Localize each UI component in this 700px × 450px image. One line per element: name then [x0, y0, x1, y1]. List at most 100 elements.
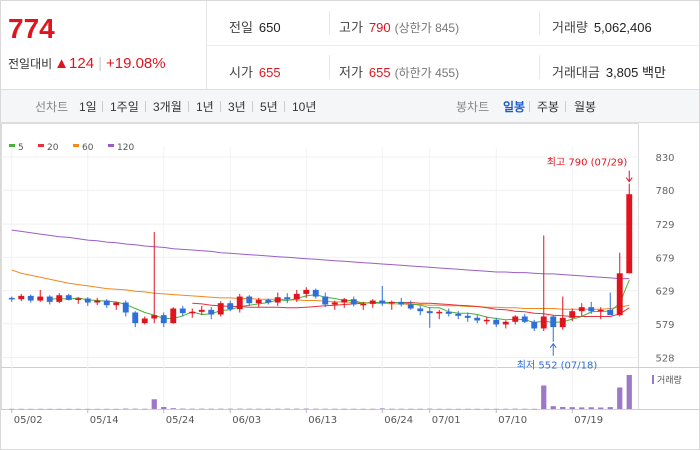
volume-bar — [199, 408, 205, 410]
volume-bar — [598, 407, 604, 409]
volume-bar — [474, 408, 480, 410]
price-change: 전일대비 ▲124 | +19.08% — [8, 55, 166, 72]
period-toolbar: 선차트 1일 1주일 3개월 1년 3년 5년 10년 봉차트 일봉 주봉 월봉 — [1, 90, 699, 123]
candle-body — [464, 315, 471, 318]
divider — [252, 101, 253, 112]
low-annotation: 최저 552 (07/18) — [517, 360, 598, 372]
grid — [1, 123, 699, 410]
volume-bar — [56, 408, 62, 410]
divider: | — [98, 55, 102, 72]
volume-bar — [408, 408, 414, 410]
volume-bar — [560, 406, 566, 409]
legend-swatch — [73, 144, 79, 147]
volume-bar — [351, 408, 357, 410]
volume-bar — [398, 408, 404, 410]
period-1w[interactable]: 1주일 — [110, 100, 139, 114]
candle-body — [483, 319, 490, 322]
candle-body — [322, 296, 329, 305]
candle-body — [255, 299, 262, 304]
candle-body — [160, 315, 167, 324]
divider — [529, 101, 530, 112]
tab-daily[interactable]: 일봉 — [503, 100, 526, 114]
divider — [284, 101, 285, 112]
candle-body — [236, 296, 243, 310]
candle-body — [141, 318, 148, 324]
volume-legend-swatch — [652, 375, 654, 384]
y-tick-label: 830 — [655, 153, 674, 164]
volume-bar — [151, 399, 157, 409]
quote-header: 774 전일대비 ▲124 | +19.08% 전일 650 시가 655 고가 790 (상… — [1, 1, 699, 90]
candle-body — [616, 273, 623, 316]
candle-body — [27, 295, 34, 301]
divider — [539, 11, 540, 35]
volume-bar — [360, 408, 366, 410]
volume-bar — [189, 408, 195, 410]
volume-bar — [484, 408, 490, 410]
volume-bar — [28, 408, 34, 410]
candle-body — [113, 302, 120, 306]
period-1y[interactable]: 1년 — [196, 100, 214, 114]
volume-bar — [579, 407, 585, 409]
candle-chart-label: 봉차트 — [456, 100, 490, 114]
volume-bar — [379, 408, 385, 409]
x-tick-label: 05/02 — [14, 415, 43, 426]
tab-weekly[interactable]: 주봉 — [537, 100, 560, 114]
candle-body — [284, 297, 291, 300]
period-3m[interactable]: 3개월 — [153, 100, 182, 114]
period-3y[interactable]: 3년 — [228, 100, 246, 114]
legend-swatch — [108, 144, 114, 147]
candle-body — [512, 316, 519, 322]
y-tick-label: 729 — [655, 220, 674, 231]
x-tick-label: 05/24 — [166, 415, 195, 426]
low-price: 저가 655 (하한가 455) — [339, 65, 460, 80]
candle-body — [626, 194, 633, 274]
volume-bar — [123, 408, 129, 410]
candle-body — [360, 303, 367, 306]
candle-body — [227, 303, 234, 310]
candle-body — [198, 309, 205, 312]
x-tick-label: 07/19 — [574, 415, 603, 426]
y-tick-label: 679 — [655, 253, 674, 264]
volume-bar — [170, 408, 176, 409]
open-price: 시가 655 — [229, 65, 281, 80]
up-arrow-icon: ▲ — [54, 55, 70, 72]
candle-body — [388, 301, 395, 304]
volume-bar — [522, 408, 528, 410]
candle-body — [217, 303, 224, 315]
candle-body — [122, 302, 129, 313]
y-tick-label: 579 — [655, 320, 674, 331]
volume-bar — [142, 408, 148, 410]
divider — [329, 55, 330, 79]
line-chart-label: 선차트 — [35, 100, 69, 114]
volume-bar — [66, 408, 72, 410]
candle-body — [56, 295, 63, 302]
trade-amount: 거래대금 3,805 백만 — [552, 65, 666, 80]
change-value: 124 — [69, 55, 95, 72]
candle-body — [398, 301, 405, 305]
period-1d[interactable]: 1일 — [79, 100, 97, 114]
candle-body — [597, 309, 604, 312]
period-5y[interactable]: 5년 — [260, 100, 278, 114]
candle-body — [569, 311, 576, 318]
candle-body — [369, 300, 376, 304]
period-10y[interactable]: 10년 — [292, 100, 317, 114]
candle-body — [331, 302, 338, 305]
legend-label: 5 — [18, 143, 24, 153]
volume-bar — [455, 408, 461, 410]
volume-bar — [113, 408, 119, 410]
volume-bar — [104, 408, 110, 410]
tab-monthly[interactable]: 월봉 — [574, 100, 597, 114]
volume-bar — [417, 408, 423, 410]
candle-body — [46, 296, 53, 302]
volume-bar — [208, 408, 214, 410]
candle-body — [607, 309, 614, 316]
y-axis: 830 780 729 679 629 579 528 — [655, 153, 674, 365]
candle-body — [436, 311, 443, 314]
candle-body — [379, 300, 386, 304]
volume-bar — [446, 408, 452, 410]
candle-body — [578, 307, 585, 312]
candle-body — [8, 297, 15, 300]
divider — [565, 101, 566, 112]
volume-bar — [626, 375, 632, 409]
candle-body — [426, 311, 433, 314]
